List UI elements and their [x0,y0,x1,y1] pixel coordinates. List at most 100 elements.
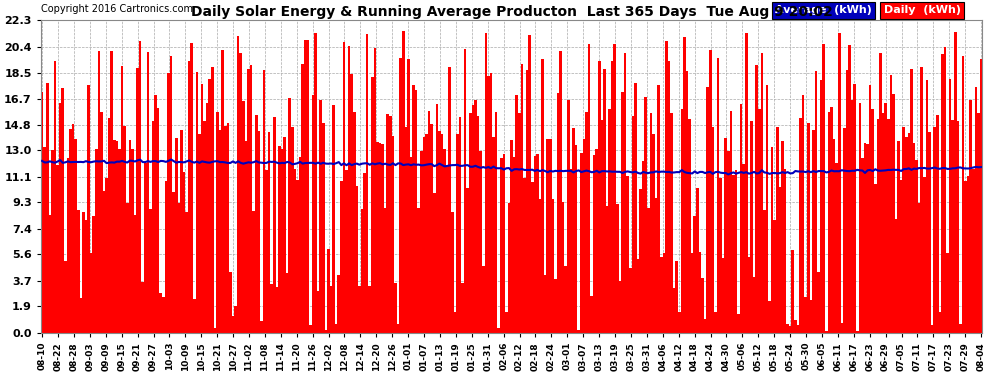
Bar [534,156,537,333]
Bar [513,158,516,333]
Bar [100,112,103,333]
Bar [622,93,624,333]
Bar [598,60,601,333]
Bar [652,134,654,333]
Bar [159,293,162,333]
Bar [526,70,529,333]
Bar [397,324,399,333]
Bar [508,203,510,333]
Bar [441,134,444,333]
Bar [58,103,61,333]
Bar [415,90,418,333]
Bar [405,127,407,333]
Bar [235,306,237,333]
Bar [386,114,389,333]
Bar [691,253,693,333]
Bar [461,283,464,333]
Bar [863,143,866,333]
Bar [418,208,420,333]
Bar [745,33,747,333]
Bar [603,69,606,333]
Bar [350,74,353,333]
Text: Average  (kWh): Average (kWh) [775,5,872,15]
Bar [137,68,139,333]
Bar [833,139,836,333]
Bar [464,50,466,333]
Bar [72,124,74,333]
Bar [601,120,603,333]
Bar [582,139,585,333]
Bar [203,121,206,333]
Bar [712,127,714,333]
Bar [758,109,760,333]
Bar [458,117,461,333]
Bar [921,67,923,333]
Bar [425,134,428,333]
Bar [789,326,791,333]
Bar [124,126,126,333]
Bar [49,215,51,333]
Bar [245,141,248,333]
Bar [237,36,240,333]
Bar [815,70,818,333]
Bar [139,41,142,333]
Bar [939,312,941,333]
Bar [717,58,720,333]
Bar [554,279,556,333]
Bar [742,164,745,333]
Bar [360,209,363,333]
Bar [841,323,843,333]
Bar [294,169,296,333]
Bar [810,300,812,333]
Bar [131,148,134,333]
Bar [640,189,642,333]
Bar [69,129,72,333]
Bar [177,203,180,333]
Bar [307,40,309,333]
Bar [368,286,371,333]
Bar [884,103,887,333]
Bar [523,178,526,333]
Bar [637,259,640,333]
Bar [366,34,368,333]
Bar [363,173,366,333]
Bar [61,88,64,333]
Bar [257,131,260,333]
Bar [79,298,82,333]
Bar [82,212,85,333]
Bar [211,67,214,333]
Bar [322,123,325,333]
Bar [895,219,897,333]
Bar [964,181,967,333]
Bar [866,144,869,333]
Bar [98,51,100,333]
Bar [335,324,338,333]
Bar [972,169,974,333]
Bar [861,158,863,333]
Bar [959,324,961,333]
Bar [95,149,98,333]
Bar [64,261,66,333]
Bar [56,165,58,333]
Bar [680,110,683,333]
Bar [624,53,627,333]
Bar [376,142,379,333]
Bar [918,203,921,333]
Bar [635,83,637,333]
Bar [314,33,317,333]
Bar [227,123,229,333]
Bar [103,191,105,333]
Bar [353,112,355,333]
Bar [477,116,479,333]
Bar [974,87,977,333]
Bar [786,324,789,333]
Bar [273,117,275,333]
Bar [559,51,562,333]
Bar [853,84,856,333]
Bar [431,124,433,333]
Bar [961,56,964,333]
Bar [818,272,820,333]
Bar [683,37,686,333]
Bar [850,100,853,333]
Bar [869,86,871,333]
